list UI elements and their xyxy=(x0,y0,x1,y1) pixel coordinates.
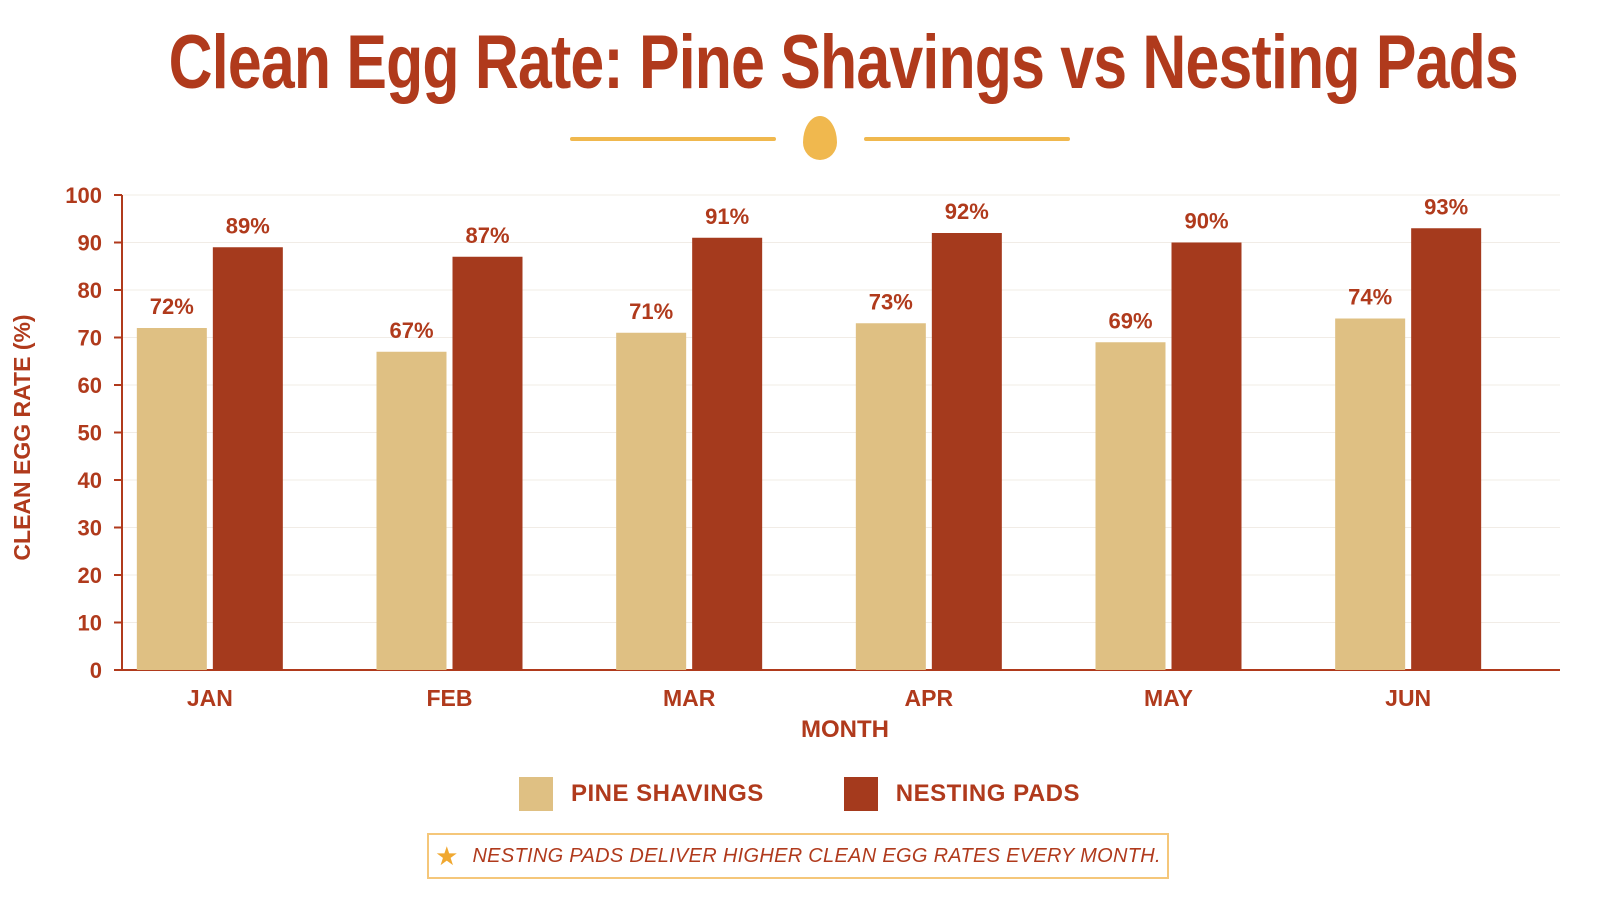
divider-line-right xyxy=(864,137,1070,141)
y-tick-label: 50 xyxy=(78,421,102,446)
x-tick-label: JUN xyxy=(1385,685,1431,711)
legend-label-pine-shavings: PINE SHAVINGS xyxy=(570,780,764,807)
legend-swatch-nesting-pads xyxy=(843,777,878,811)
bar-pine-shavings xyxy=(1095,342,1166,670)
title-divider xyxy=(570,116,1070,160)
insight-note: ★ NESTING PADS DELIVER HIGHER CLEAN EGG … xyxy=(427,833,1169,879)
x-tick-label: JAN xyxy=(187,685,233,711)
x-tick-label: FEB xyxy=(427,685,473,711)
x-tick-label: MAY xyxy=(1144,685,1193,711)
data-label-pine-shavings: 69% xyxy=(1108,308,1152,333)
data-label-nesting-pads: 92% xyxy=(945,199,989,224)
data-label-nesting-pads: 89% xyxy=(226,213,270,238)
data-label-pine-shavings: 72% xyxy=(150,294,194,319)
data-label-nesting-pads: 90% xyxy=(1184,209,1228,234)
y-tick-label: 90 xyxy=(78,231,102,256)
y-tick-label: 40 xyxy=(78,468,102,493)
bar-pine-shavings xyxy=(376,351,447,670)
bar-pine-shavings xyxy=(136,328,207,670)
bar-nesting-pads xyxy=(452,256,523,670)
x-axis-title: MONTH xyxy=(801,716,889,743)
bar-nesting-pads xyxy=(212,247,283,670)
egg-icon xyxy=(803,116,837,160)
bar-nesting-pads xyxy=(692,237,763,670)
legend-item-nesting-pads: NESTING PADS xyxy=(843,777,1080,811)
data-label-nesting-pads: 93% xyxy=(1424,194,1468,219)
divider-line-left xyxy=(570,137,776,141)
data-label-pine-shavings: 67% xyxy=(389,318,433,343)
data-label-nesting-pads: 91% xyxy=(705,204,749,229)
legend-label-nesting-pads: NESTING PADS xyxy=(895,780,1080,807)
y-tick-label: 100 xyxy=(65,183,102,208)
y-tick-label: 70 xyxy=(78,326,102,351)
y-tick-label: 60 xyxy=(78,373,102,398)
bar-nesting-pads xyxy=(1411,228,1482,670)
y-tick-label: 20 xyxy=(78,563,102,588)
y-axis-title: CLEAN EGG RATE (%) xyxy=(9,314,35,560)
x-tick-label: MAR xyxy=(663,685,716,711)
chart-legend: PINE SHAVINGS NESTING PADS xyxy=(0,777,1599,811)
star-icon: ★ xyxy=(435,841,459,871)
bar-pine-shavings xyxy=(616,332,687,670)
chart-title: Clean Egg Rate: Pine Shavings vs Nesting… xyxy=(168,20,1519,105)
page-title: Clean Egg Rate: Pine Shavings vs Nesting… xyxy=(0,18,1599,108)
bar-nesting-pads xyxy=(931,233,1002,670)
legend-item-pine-shavings: PINE SHAVINGS xyxy=(518,777,764,811)
data-label-pine-shavings: 73% xyxy=(869,289,913,314)
y-tick-label: 0 xyxy=(90,658,102,683)
bar-pine-shavings xyxy=(1335,318,1406,670)
insight-note-text: NESTING PADS DELIVER HIGHER CLEAN EGG RA… xyxy=(472,844,1161,867)
bar-nesting-pads xyxy=(1171,242,1242,670)
y-tick-label: 30 xyxy=(78,516,102,541)
bar-pine-shavings xyxy=(855,323,926,670)
data-label-pine-shavings: 71% xyxy=(629,299,673,324)
x-tick-label: APR xyxy=(905,685,954,711)
y-tick-label: 10 xyxy=(78,611,102,636)
data-label-pine-shavings: 74% xyxy=(1348,285,1392,310)
data-label-nesting-pads: 87% xyxy=(465,223,509,248)
y-tick-label: 80 xyxy=(78,278,102,303)
legend-swatch-pine-shavings xyxy=(518,777,553,811)
